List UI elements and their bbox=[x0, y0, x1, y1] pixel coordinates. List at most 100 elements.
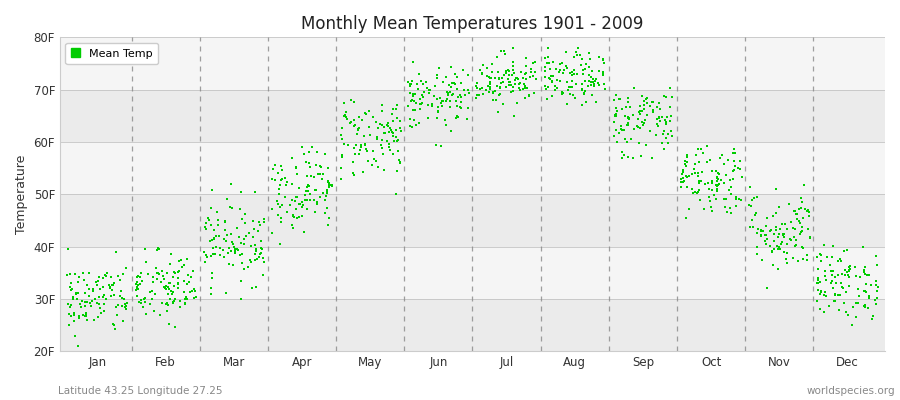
Point bbox=[213, 245, 228, 251]
Point bbox=[652, 123, 666, 129]
Point bbox=[798, 206, 813, 212]
Point bbox=[305, 144, 320, 150]
Point bbox=[216, 247, 230, 253]
Point bbox=[289, 165, 303, 172]
Point bbox=[171, 275, 185, 282]
Point bbox=[742, 202, 756, 208]
Point bbox=[303, 173, 318, 179]
Point bbox=[814, 289, 828, 295]
Point bbox=[120, 300, 134, 306]
Point bbox=[411, 71, 426, 78]
Point bbox=[67, 310, 81, 316]
Point bbox=[491, 83, 505, 89]
Point bbox=[488, 88, 502, 94]
Point bbox=[384, 127, 399, 134]
Point bbox=[827, 274, 842, 280]
Point bbox=[542, 60, 556, 66]
Point bbox=[444, 128, 458, 135]
Point bbox=[249, 246, 264, 252]
Point bbox=[650, 115, 664, 122]
Point bbox=[274, 202, 289, 208]
Point bbox=[350, 131, 365, 137]
Point bbox=[439, 98, 454, 104]
Point bbox=[472, 86, 487, 92]
Point bbox=[255, 246, 269, 253]
Point bbox=[868, 282, 883, 289]
Point bbox=[788, 208, 803, 214]
Point bbox=[144, 296, 158, 302]
Point bbox=[626, 85, 641, 91]
Point bbox=[217, 254, 231, 260]
Point bbox=[334, 165, 348, 171]
Point bbox=[177, 296, 192, 302]
Point bbox=[409, 100, 423, 106]
Point bbox=[266, 166, 281, 173]
Point bbox=[569, 81, 583, 88]
Point bbox=[434, 100, 448, 106]
Point bbox=[734, 197, 749, 204]
Bar bbox=[60, 194, 885, 246]
Point bbox=[159, 270, 174, 276]
Point bbox=[358, 141, 373, 148]
Point bbox=[792, 218, 806, 224]
Point bbox=[750, 251, 764, 257]
Point bbox=[710, 170, 724, 176]
Point bbox=[711, 182, 725, 188]
Point bbox=[87, 296, 102, 302]
Point bbox=[817, 288, 832, 295]
Point bbox=[285, 212, 300, 219]
Point bbox=[130, 284, 144, 290]
Point bbox=[575, 102, 590, 108]
Point bbox=[868, 296, 882, 303]
Point bbox=[151, 270, 166, 276]
Point bbox=[234, 278, 248, 284]
Point bbox=[310, 171, 325, 177]
Point bbox=[637, 120, 652, 126]
Point bbox=[104, 273, 119, 280]
Point bbox=[321, 222, 336, 228]
Point bbox=[685, 171, 699, 178]
Point bbox=[334, 132, 348, 138]
Point bbox=[522, 92, 536, 98]
Point bbox=[410, 85, 425, 92]
Point bbox=[504, 89, 518, 95]
Point bbox=[415, 92, 429, 98]
Point bbox=[481, 83, 495, 89]
Point bbox=[638, 117, 652, 124]
Point bbox=[492, 91, 507, 98]
Point bbox=[413, 106, 428, 112]
Point bbox=[234, 216, 248, 222]
Point bbox=[63, 270, 77, 277]
Point bbox=[130, 292, 145, 299]
Point bbox=[649, 132, 663, 139]
Point bbox=[265, 176, 279, 182]
Point bbox=[783, 236, 797, 242]
Point bbox=[71, 279, 86, 285]
Point bbox=[404, 81, 419, 88]
Point bbox=[109, 303, 123, 310]
Point bbox=[491, 109, 505, 115]
Point bbox=[520, 84, 535, 91]
Point bbox=[639, 112, 653, 119]
Point bbox=[554, 67, 568, 73]
Point bbox=[727, 167, 742, 174]
Point bbox=[784, 237, 798, 243]
Point bbox=[727, 146, 742, 152]
Point bbox=[493, 85, 508, 91]
Point bbox=[365, 148, 380, 154]
Point bbox=[322, 215, 337, 222]
Point bbox=[753, 232, 768, 239]
Point bbox=[706, 192, 721, 198]
Point bbox=[563, 90, 578, 97]
Point bbox=[80, 282, 94, 288]
Point bbox=[110, 312, 124, 318]
Bar bbox=[60, 37, 885, 90]
Point bbox=[702, 186, 716, 192]
Point bbox=[115, 270, 130, 277]
Point bbox=[318, 150, 332, 157]
Point bbox=[434, 142, 448, 149]
Point bbox=[619, 104, 634, 110]
Point bbox=[344, 97, 358, 103]
Point bbox=[820, 254, 834, 260]
Point bbox=[237, 266, 251, 272]
